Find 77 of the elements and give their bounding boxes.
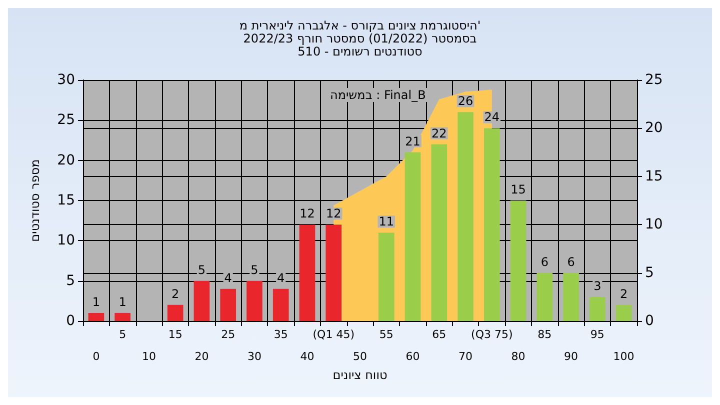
data-label: 4 — [277, 270, 285, 285]
bar — [458, 112, 474, 321]
data-label: 4 — [224, 270, 232, 285]
x-tick-label: 35 — [274, 328, 288, 341]
x-tick-label: 90 — [564, 350, 578, 363]
bar — [272, 288, 289, 321]
x-tick-label: 50 — [353, 350, 367, 363]
data-label: 12 — [326, 206, 342, 221]
x-tick-label: (Q3 75) — [471, 328, 513, 341]
data-label: 3 — [594, 278, 602, 293]
bar — [167, 304, 184, 321]
x-tick-label: 100 — [613, 350, 634, 363]
x-tick-label: 40 — [300, 350, 314, 363]
y2-tick-label: 0 — [645, 313, 654, 329]
x-tick-label: 30 — [247, 350, 262, 363]
bar — [431, 144, 448, 321]
chart-title: היסטוגרמת ציונים בקורס - אלגברה ליניארית מ' — [239, 18, 481, 32]
x-tick-label: 20 — [194, 350, 209, 363]
y-axis-title: מספר סטודנטים — [28, 159, 42, 242]
x-tick-label: 95 — [590, 328, 604, 341]
bar — [378, 232, 394, 321]
bar — [484, 128, 500, 321]
data-label: 12 — [300, 206, 315, 221]
bar — [404, 152, 421, 321]
x-tick-label: 25 — [221, 328, 236, 341]
annotation: במשימה : Final_B — [330, 88, 426, 102]
y-tick-label: 5 — [66, 272, 75, 289]
x-tick-label: 65 — [432, 328, 446, 341]
data-label: 6 — [540, 254, 548, 269]
bar — [246, 280, 262, 321]
bar — [536, 272, 553, 321]
data-label: 1 — [92, 294, 100, 309]
bar — [616, 304, 632, 321]
x-tick-label: 5 — [119, 328, 126, 341]
data-label: 15 — [510, 182, 526, 196]
y-tick-label: 10 — [57, 232, 75, 249]
data-label: 5 — [250, 262, 258, 277]
y2-tick-label: 20 — [645, 120, 663, 136]
y2-tick-label: 5 — [645, 264, 654, 281]
data-label: 6 — [567, 254, 575, 269]
y-tick-label: 25 — [57, 112, 75, 128]
x-tick-label: (Q1 45) — [312, 328, 354, 341]
x-tick-label: 0 — [92, 350, 100, 363]
y2-tick-label: 10 — [645, 216, 663, 233]
chart-subtitle: בסמסטר (01/2022) סמסטר חורף 2022/23 סטודנטים רשומים - 510 — [243, 32, 477, 58]
y-tick-label: 20 — [57, 152, 75, 168]
bar — [114, 312, 130, 321]
data-label: 24 — [484, 110, 500, 124]
data-label: 11 — [378, 214, 394, 229]
data-label: 26 — [458, 94, 474, 108]
bar — [563, 272, 579, 321]
x-tick-label: 55 — [379, 328, 394, 341]
data-label: 22 — [432, 126, 447, 140]
y-tick-label: 30 — [57, 72, 75, 88]
y2-tick-label: 15 — [645, 168, 663, 184]
y-tick-label: 0 — [66, 313, 75, 329]
bar — [326, 224, 342, 321]
x-tick-label: 85 — [538, 328, 552, 341]
data-label: 21 — [405, 134, 420, 148]
bar — [299, 224, 316, 321]
x-tick-label: 70 — [458, 350, 473, 363]
data-label: 2 — [620, 286, 628, 301]
data-label: 5 — [198, 262, 206, 277]
x-tick-label: 60 — [406, 350, 420, 363]
x-tick-label: 80 — [511, 350, 526, 363]
data-label: 1 — [118, 294, 126, 309]
bar — [510, 200, 526, 321]
bar — [590, 296, 606, 321]
bar — [88, 312, 104, 321]
x-tick-label: 10 — [142, 350, 156, 363]
bar — [194, 280, 210, 321]
data-label: 2 — [172, 286, 180, 301]
bar — [220, 288, 236, 321]
y-tick-label: 15 — [57, 192, 75, 208]
x-tick-label: 15 — [168, 328, 182, 341]
x-axis-title: טווח ציונים — [332, 368, 388, 382]
y2-tick-label: 25 — [645, 72, 663, 88]
